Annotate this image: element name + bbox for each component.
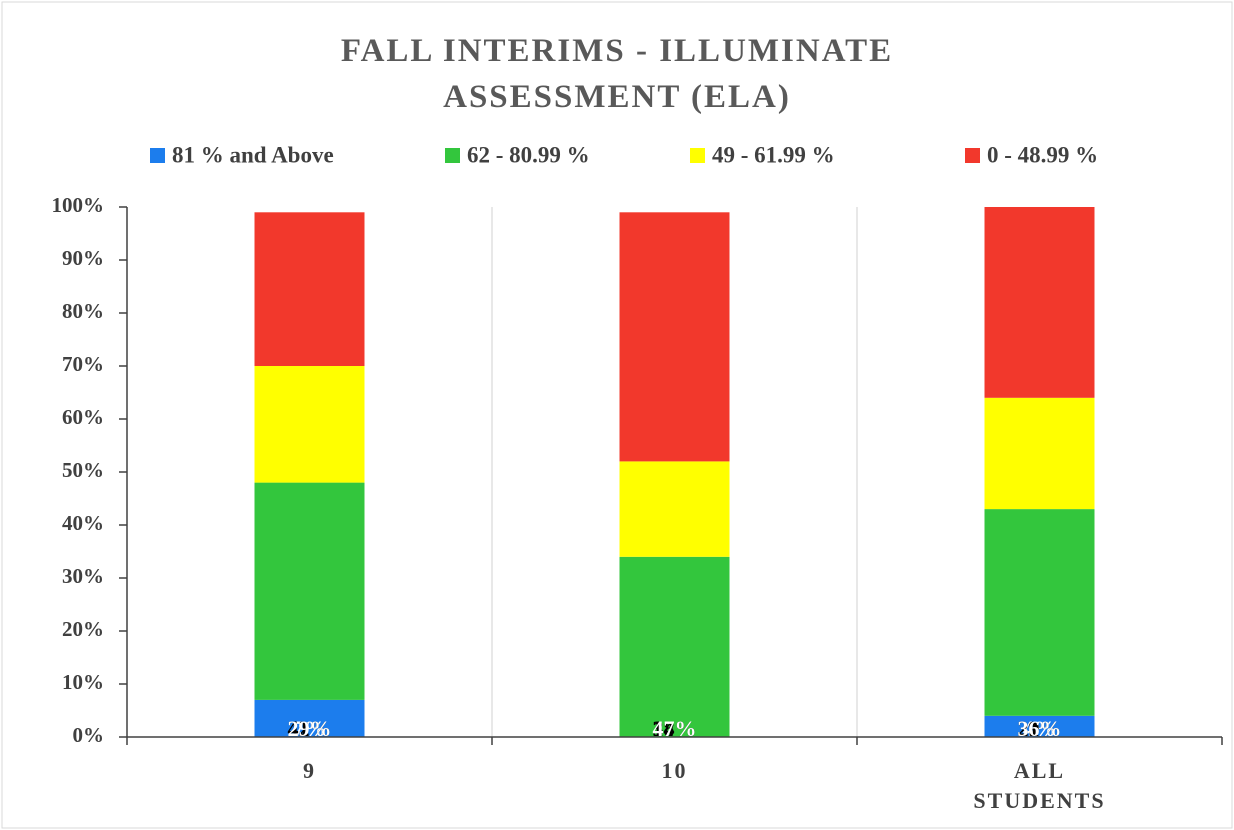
y-tick-label: 20% <box>62 617 104 641</box>
bar-segment <box>254 699 365 737</box>
bar-segment <box>984 509 1095 716</box>
bar-segment <box>984 715 1095 737</box>
legend-swatch <box>445 148 460 163</box>
y-tick-label: 0% <box>73 723 105 747</box>
legend-swatch <box>150 148 165 163</box>
x-tick-label: 9 <box>303 758 316 783</box>
x-tick-label: ALL STUDENTS <box>973 758 1106 813</box>
legend-label: 49 - 61.99 % <box>712 142 835 167</box>
y-tick-label: 70% <box>62 352 104 376</box>
bar-segment <box>619 212 730 462</box>
x-tick-label: 10 <box>661 758 688 783</box>
legend-label: 62 - 80.99 % <box>467 142 590 167</box>
bar-segment <box>984 207 1095 398</box>
y-tick-label: 60% <box>62 405 104 429</box>
y-tick-label: 10% <box>62 670 104 694</box>
legend-label: 0 - 48.99 % <box>987 142 1098 167</box>
y-tick-label: 40% <box>62 511 104 535</box>
y-tick-label: 30% <box>62 564 104 588</box>
bar-segment <box>254 212 365 366</box>
legend-label: 81 % and Above <box>172 142 334 167</box>
legend-swatch <box>690 148 705 163</box>
bar-segment <box>254 366 365 483</box>
bar-segment <box>619 461 730 557</box>
legend-swatch <box>965 148 980 163</box>
bar-segment <box>254 482 365 700</box>
y-tick-label: 80% <box>62 299 104 323</box>
bar-segment <box>619 556 730 737</box>
chart-title: FALL INTERIMS - ILLUMINATE ASSESSMENT (E… <box>340 33 894 115</box>
bar-segment <box>984 397 1095 510</box>
y-tick-label: 100% <box>52 193 105 217</box>
y-tick-label: 50% <box>62 458 104 482</box>
y-tick-label: 90% <box>62 246 104 270</box>
